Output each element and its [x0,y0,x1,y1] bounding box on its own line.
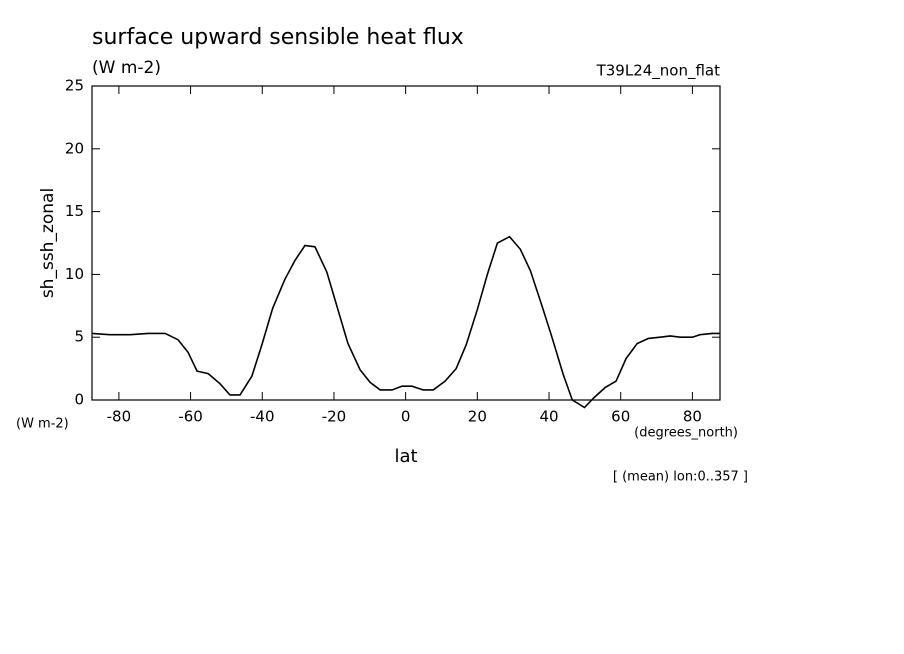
x-axis-label: lat [394,446,417,467]
chart-subtitle: (W m-2) [92,58,161,78]
x-tick-label: 20 [468,408,487,426]
x-units: (degrees_north) [634,426,738,441]
chart-title: surface upward sensible heat flux [92,25,464,50]
x-tick-label: 80 [683,408,702,426]
annotation: T39L24_non_flat [596,62,721,81]
plot-frame [91,85,721,401]
y-axis-label: sh_ssh_zonal [38,188,58,298]
x-tick-label: -40 [250,408,275,426]
y-tick-label: 20 [65,139,84,157]
x-tick-label: 0 [401,408,411,426]
x-tick-label: -20 [322,408,347,426]
note: [ (mean) lon:0..357 ] [613,470,748,485]
x-tick-label: -60 [178,408,203,426]
y-units: (W m-2) [16,417,69,432]
y-tick-label: 15 [65,202,84,220]
x-tick-label: 60 [611,408,630,426]
y-tick-label: 0 [74,391,84,409]
y-tick-label: 5 [74,328,84,346]
x-tick-label: 40 [539,408,558,426]
y-tick-label: 25 [65,77,84,95]
x-tick-label: -80 [107,408,132,426]
y-tick-label: 10 [65,265,84,283]
data-line [91,235,720,409]
